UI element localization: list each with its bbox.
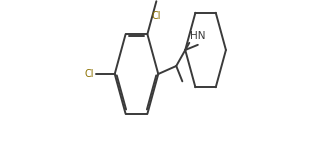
Text: Cl: Cl	[152, 11, 161, 21]
Text: Cl: Cl	[85, 69, 94, 79]
Text: HN: HN	[190, 31, 206, 41]
